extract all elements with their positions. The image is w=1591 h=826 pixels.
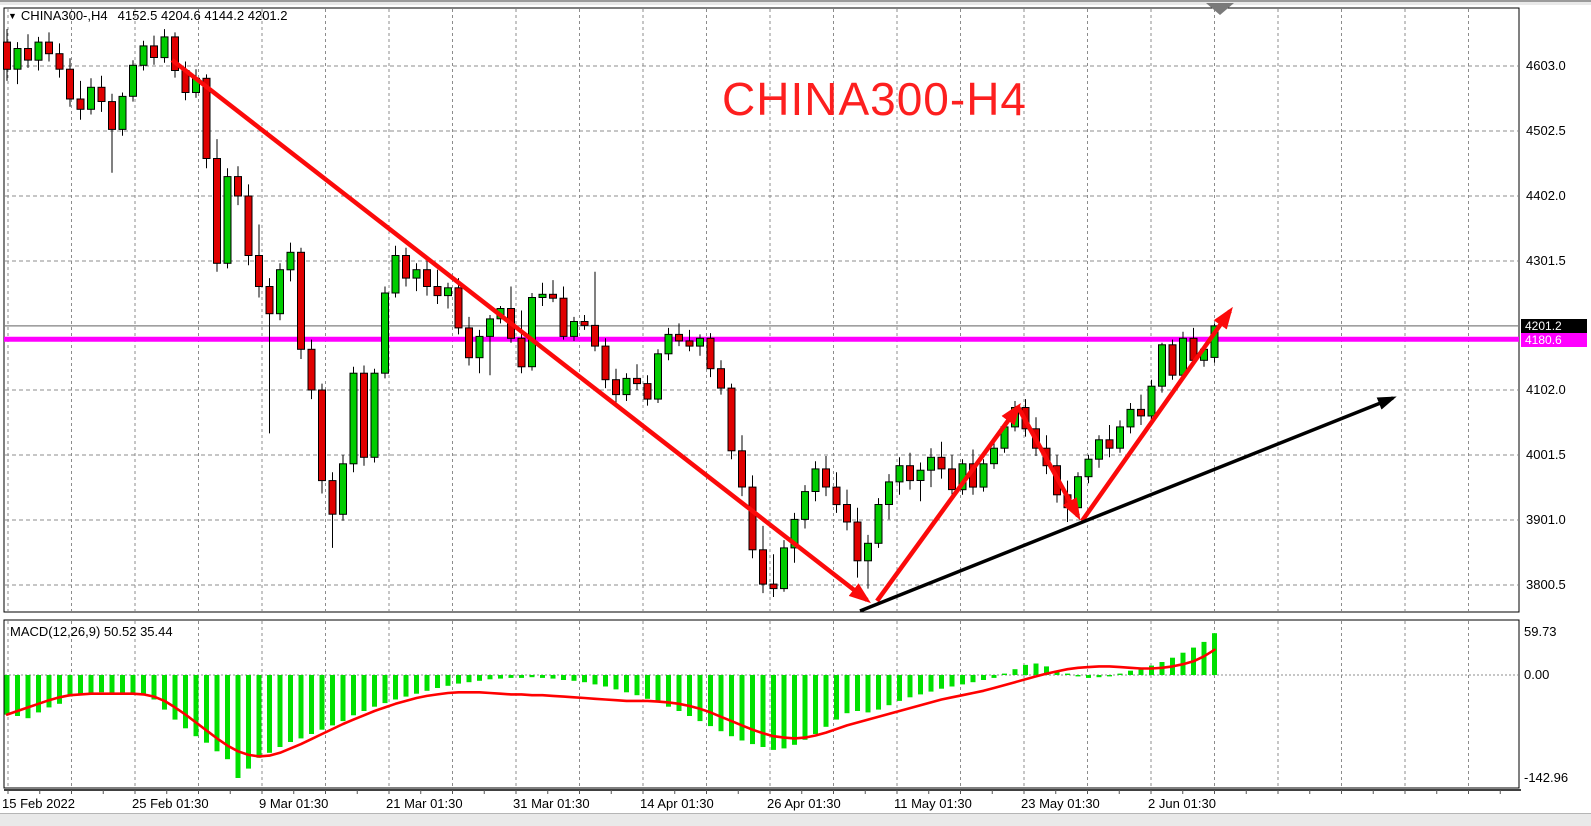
macd-indicator-label: MACD(12,26,9) 50.52 35.44 [10, 624, 173, 639]
time-axis-ticks [7, 790, 1501, 794]
hline-price-box: 4180.6 [1521, 333, 1587, 347]
price-axis-label: 4402.0 [1526, 188, 1566, 203]
price-axis-label: 4603.0 [1526, 58, 1566, 73]
date-axis-label: 23 May 01:30 [1021, 796, 1100, 811]
price-axis-label: 4001.5 [1526, 447, 1566, 462]
price-axis-label: 4502.5 [1526, 123, 1566, 138]
main-panel [3, 7, 1520, 613]
date-axis-label: 21 Mar 01:30 [386, 796, 463, 811]
symbol-info: ▼ CHINA300-,H4 4152.5 4204.6 4144.2 4201.2 [8, 8, 288, 23]
ohlc-quote: 4152.5 4204.6 4144.2 4201.2 [117, 8, 288, 23]
current-price-box: 4201.2 [1521, 319, 1587, 333]
collapse-quote-icon[interactable]: ▼ [8, 11, 17, 21]
up-leg-2-arrow[interactable] [1080, 306, 1233, 523]
window-top-edge [0, 0, 1591, 5]
date-axis-label: 25 Feb 01:30 [132, 796, 209, 811]
date-axis-label: 11 May 01:30 [894, 796, 972, 811]
macd-signal-line [5, 648, 1216, 758]
macd-axis-label: 0.00 [1524, 667, 1550, 682]
price-axis-label: 3901.0 [1526, 512, 1566, 527]
scroll-shift-marker-icon[interactable] [1206, 3, 1234, 15]
down-leg-1-arrow[interactable] [1016, 405, 1081, 521]
price-axis-label: 4301.5 [1526, 253, 1566, 268]
window-bottom-strip [0, 813, 1591, 826]
date-axis-label: 31 Mar 01:30 [513, 796, 590, 811]
date-axis-label: 15 Feb 2022 [2, 796, 76, 811]
symbol-label: CHINA300-,H4 [20, 8, 108, 23]
date-axis-label: 2 Jun 01:30 [1148, 796, 1216, 811]
up-leg-1-arrow[interactable] [875, 402, 1021, 603]
date-axis-label: 14 Apr 01:30 [640, 796, 714, 811]
macd-axis-label: -142.96 [1524, 770, 1569, 785]
macd-histogram [4, 633, 1217, 778]
price-axis-label: 3800.5 [1526, 577, 1566, 592]
vertical-gridlines [7, 9, 1469, 787]
downtrend-arrow[interactable] [170, 58, 871, 604]
chart-title-watermark: CHINA300-H4 [722, 73, 1027, 125]
uptrend-support-arrow[interactable] [859, 396, 1397, 613]
macd-axis-label: 59.73 [1524, 624, 1557, 639]
date-axis-label: 9 Mar 01:30 [259, 796, 329, 811]
price-axis-label: 4102.0 [1526, 382, 1566, 397]
date-axis-label: 26 Apr 01:30 [767, 796, 841, 811]
